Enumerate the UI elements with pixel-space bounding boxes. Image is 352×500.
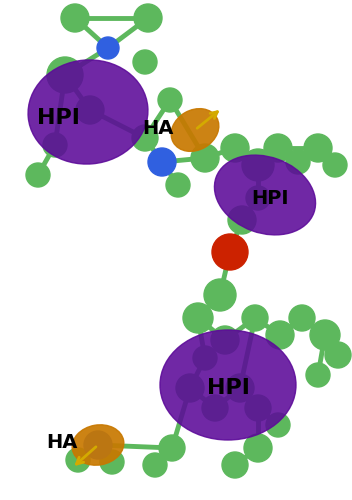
Circle shape bbox=[134, 4, 162, 32]
Circle shape bbox=[246, 186, 270, 210]
Circle shape bbox=[61, 4, 89, 32]
Circle shape bbox=[228, 206, 256, 234]
Circle shape bbox=[323, 153, 347, 177]
Circle shape bbox=[26, 163, 50, 187]
Text: HA: HA bbox=[142, 118, 174, 138]
Circle shape bbox=[221, 134, 249, 162]
Circle shape bbox=[264, 134, 292, 162]
Circle shape bbox=[66, 448, 90, 472]
Circle shape bbox=[204, 279, 236, 311]
Circle shape bbox=[226, 374, 254, 402]
Circle shape bbox=[143, 453, 167, 477]
Text: HA: HA bbox=[46, 432, 78, 452]
Circle shape bbox=[193, 346, 217, 370]
Circle shape bbox=[211, 326, 239, 354]
Circle shape bbox=[76, 96, 104, 124]
Circle shape bbox=[306, 363, 330, 387]
Circle shape bbox=[242, 149, 274, 181]
Circle shape bbox=[148, 148, 176, 176]
Ellipse shape bbox=[214, 155, 315, 235]
Ellipse shape bbox=[28, 60, 148, 164]
Circle shape bbox=[84, 431, 112, 459]
Circle shape bbox=[158, 88, 182, 112]
Circle shape bbox=[325, 342, 351, 368]
Circle shape bbox=[132, 125, 158, 151]
Circle shape bbox=[43, 133, 67, 157]
Circle shape bbox=[266, 321, 294, 349]
Circle shape bbox=[47, 57, 83, 93]
Circle shape bbox=[166, 173, 190, 197]
Circle shape bbox=[304, 134, 332, 162]
Circle shape bbox=[100, 450, 124, 474]
Circle shape bbox=[242, 305, 268, 331]
Circle shape bbox=[289, 305, 315, 331]
Circle shape bbox=[310, 320, 340, 350]
Circle shape bbox=[222, 452, 248, 478]
Circle shape bbox=[202, 395, 228, 421]
Text: HPI: HPI bbox=[251, 188, 289, 208]
Circle shape bbox=[286, 150, 310, 174]
Text: HPI: HPI bbox=[37, 108, 80, 128]
Ellipse shape bbox=[72, 425, 124, 465]
Circle shape bbox=[133, 50, 157, 74]
Circle shape bbox=[266, 413, 290, 437]
Circle shape bbox=[191, 144, 219, 172]
Text: HPI: HPI bbox=[207, 378, 250, 398]
Circle shape bbox=[183, 303, 213, 333]
Circle shape bbox=[176, 374, 204, 402]
Circle shape bbox=[212, 234, 248, 270]
Circle shape bbox=[244, 434, 272, 462]
Circle shape bbox=[97, 37, 119, 59]
Circle shape bbox=[159, 435, 185, 461]
Ellipse shape bbox=[160, 330, 296, 440]
Circle shape bbox=[245, 395, 271, 421]
Ellipse shape bbox=[171, 108, 219, 152]
